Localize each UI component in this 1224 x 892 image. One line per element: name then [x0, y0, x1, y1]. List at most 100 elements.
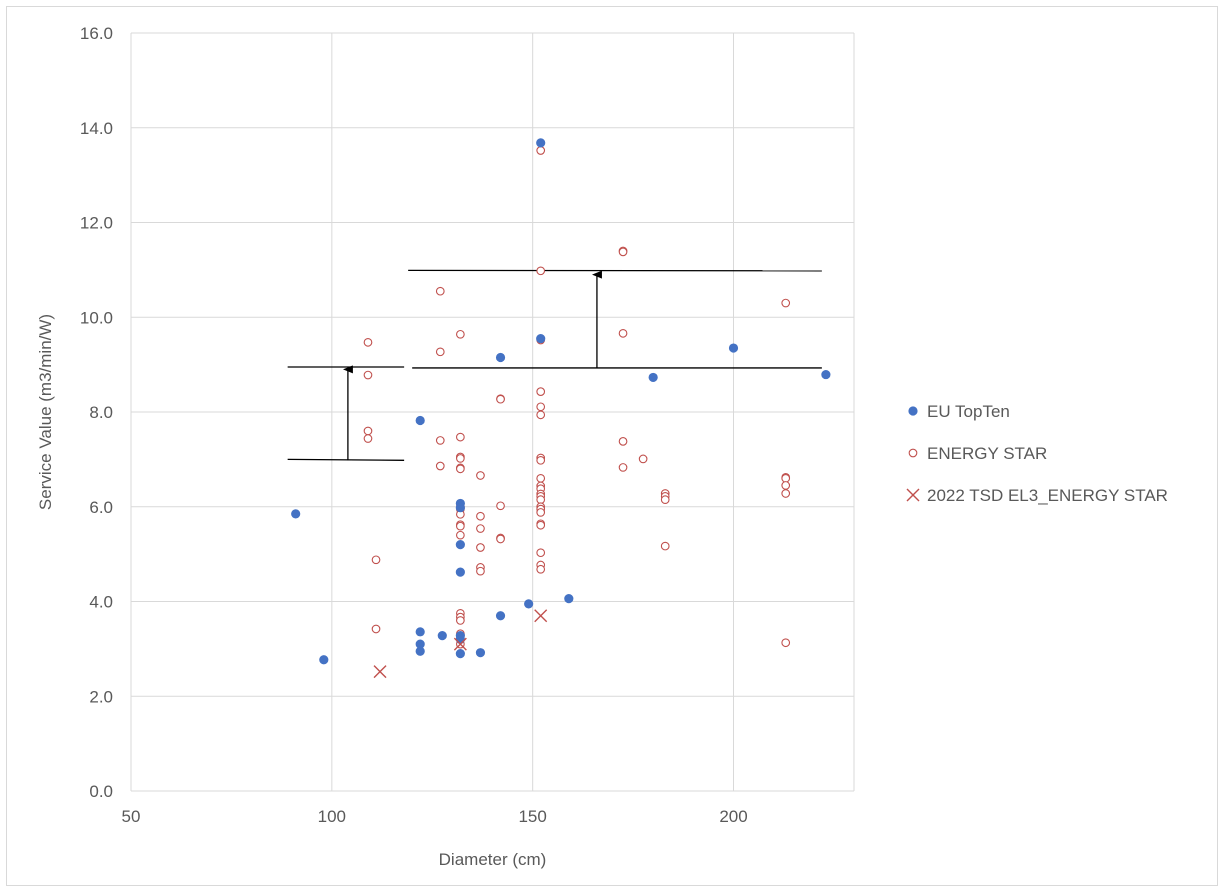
data-point [660, 495, 670, 504]
x-tick-label: 200 [719, 807, 747, 826]
data-point [456, 464, 465, 474]
legend-marker [906, 488, 920, 502]
data-point [476, 511, 485, 521]
data-point [456, 521, 465, 531]
data-point [476, 524, 485, 533]
data-point [363, 434, 373, 443]
data-point [363, 370, 373, 380]
data-point [781, 489, 791, 498]
data-point [618, 247, 628, 257]
data-point [536, 564, 546, 574]
data-point [456, 432, 465, 442]
y-tick-label: 4.0 [89, 593, 113, 612]
data-point [495, 352, 506, 363]
data-point [536, 548, 546, 558]
chart-area: 0.0 2.0 4.0 6.0 8.0 10.0 12.0 14.0 16.0 50 100 150 2… [6, 6, 1218, 886]
legend-marker [908, 448, 918, 458]
data-point [437, 631, 447, 641]
data-point [781, 473, 791, 483]
axes: 0.0 2.0 4.0 6.0 8.0 10.0 12.0 14.0 16.0 50 100 150 2… [80, 24, 748, 826]
data-point [435, 461, 445, 471]
annotation-line [287, 458, 405, 461]
data-point-stroke [453, 637, 467, 651]
data-point [363, 338, 373, 347]
legend-marker [908, 406, 918, 416]
data-point [524, 599, 534, 609]
data-point [371, 555, 381, 565]
legend-label: 2022 TSD EL3_ENERGY STAR [927, 486, 1168, 505]
data-point [536, 473, 546, 483]
legend: EU TopTen ENERGY STAR 2022 TSD EL3_ENERGY … [906, 402, 1168, 505]
data-point [648, 372, 658, 383]
data-point [496, 394, 505, 404]
data-point [536, 410, 546, 420]
grid-lines [130, 32, 855, 792]
data-point [496, 501, 505, 511]
data-point [373, 665, 387, 679]
data-point [536, 402, 546, 412]
data-point [455, 634, 465, 645]
data-point [363, 426, 373, 436]
data-point [435, 347, 445, 357]
data-point [319, 655, 329, 665]
y-tick-label: 12.0 [80, 214, 113, 233]
data-point [415, 646, 425, 656]
data-point [536, 508, 546, 517]
data-point [536, 495, 546, 504]
x-axis-title: Diameter (cm) [439, 850, 547, 869]
data-point-stroke [534, 609, 548, 623]
data-point [456, 454, 465, 463]
data-point [455, 540, 465, 550]
data-point [821, 369, 831, 380]
data-point [415, 627, 425, 637]
data-point [536, 333, 546, 344]
data-point [536, 387, 546, 396]
data-point [476, 543, 485, 552]
y-tick-label: 14.0 [80, 119, 113, 138]
legend-label: EU TopTen [927, 402, 1010, 421]
data-point [456, 616, 465, 625]
data-point [618, 463, 628, 472]
data-point [435, 436, 445, 445]
data-point [564, 594, 574, 604]
x-tick-label: 100 [318, 807, 346, 826]
data-point [496, 534, 505, 544]
data-point-stroke [373, 665, 387, 679]
y-tick-label: 16.0 [80, 24, 113, 43]
data-point [415, 415, 425, 426]
scatter-chart: 0.0 2.0 4.0 6.0 8.0 10.0 12.0 14.0 16.0 50 100 150 2… [36, 24, 1168, 869]
data-point [534, 609, 548, 623]
data-point [435, 286, 445, 296]
data-point [371, 624, 381, 634]
y-axis-title: Service Value (m3/min/W) [36, 314, 55, 510]
data-point [536, 146, 546, 155]
data-point [618, 329, 628, 338]
data-point [728, 343, 739, 353]
data-point [456, 329, 465, 339]
y-tick-label: 0.0 [89, 782, 113, 801]
data-point [455, 649, 465, 659]
data-point [660, 541, 670, 551]
legend-marker-stroke [906, 488, 920, 502]
y-tick-label: 8.0 [89, 403, 113, 422]
x-tick-label: 50 [122, 807, 141, 826]
data-point [475, 648, 486, 658]
data-point [476, 471, 485, 480]
data-point [638, 454, 648, 464]
data-point [455, 503, 465, 513]
data-point [291, 509, 301, 519]
data-point [781, 298, 791, 308]
y-tick-label: 10.0 [80, 308, 113, 327]
data-point [781, 481, 791, 490]
data-point [536, 520, 546, 530]
y-tick-label: 2.0 [89, 687, 113, 706]
data-point [536, 455, 546, 465]
data-point [495, 611, 506, 621]
annotations [287, 269, 822, 461]
data-point [536, 266, 546, 276]
data-point [476, 566, 485, 576]
data-point [536, 138, 546, 148]
data-point [618, 437, 628, 446]
data-point [781, 638, 791, 648]
x-tick-label: 150 [518, 807, 546, 826]
